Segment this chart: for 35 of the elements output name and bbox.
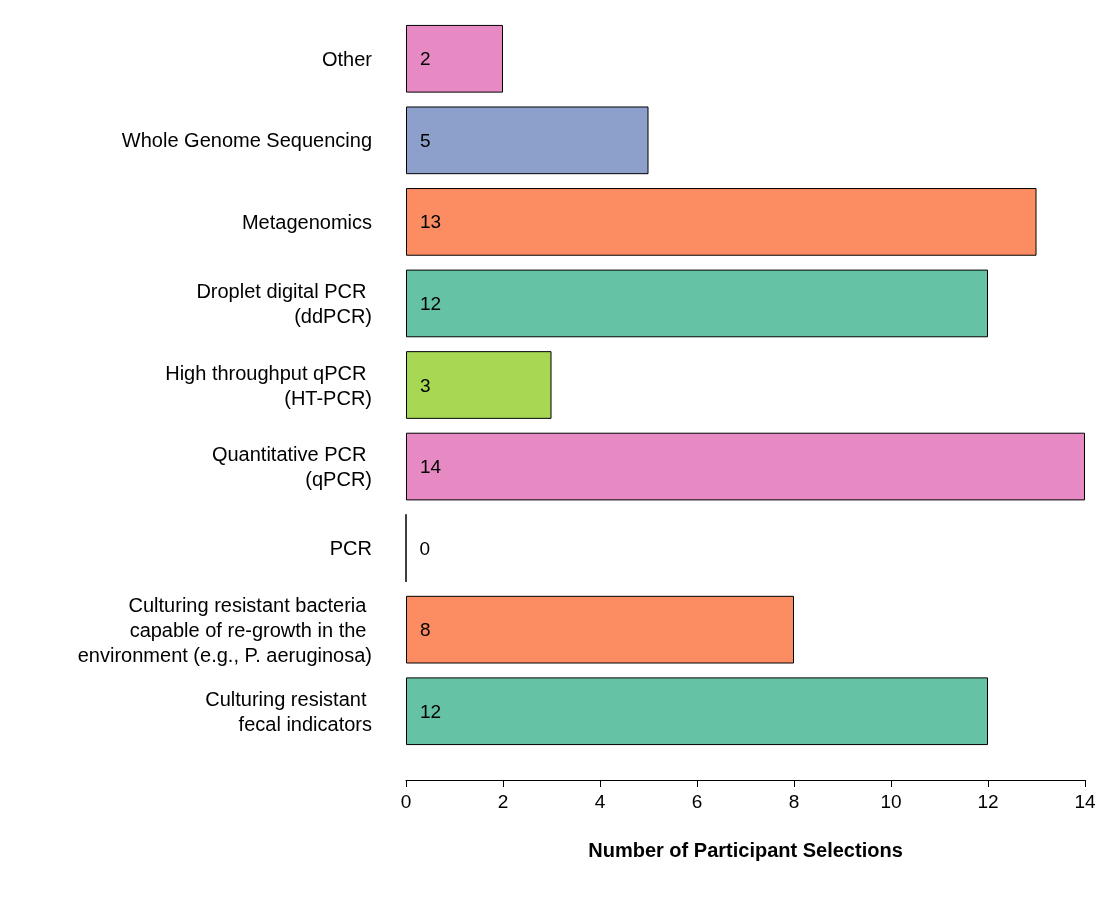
- data-label: 5: [420, 129, 431, 151]
- data-label: 8: [420, 619, 431, 641]
- data-label: 0: [419, 537, 431, 559]
- bar: [406, 351, 552, 419]
- data-label: 12: [420, 700, 442, 722]
- bar: [406, 106, 649, 175]
- y-tick-label: PCR: [329, 537, 372, 560]
- bar: [406, 24, 503, 93]
- y-tick-label: Whole Genome Sequencing: [121, 129, 372, 152]
- x-tick-label: 6: [691, 791, 703, 812]
- bar: [406, 269, 988, 338]
- y-tick-label: High throughput qPCR (HT-PCR): [165, 361, 372, 409]
- y-tick-label: Culturing resistant fecal indicators: [205, 687, 372, 735]
- x-axis-title: Number of Participant Selections: [588, 839, 903, 861]
- data-label: 3: [420, 374, 431, 396]
- data-label: 14: [420, 456, 442, 478]
- bar: [406, 432, 1085, 501]
- y-tick-label: Droplet digital PCR (ddPCR): [196, 279, 372, 327]
- data-label: 13: [420, 211, 442, 233]
- data-label: 12: [420, 292, 442, 314]
- y-tick-label: Metagenomics: [241, 210, 372, 233]
- x-tick-label: 2: [497, 791, 509, 812]
- x-tick-label: 12: [977, 791, 999, 812]
- x-tick-label: 0: [400, 791, 412, 812]
- x-tick-label: 10: [880, 791, 902, 812]
- x-tick-label: 14: [1074, 791, 1096, 812]
- bar: [406, 677, 988, 746]
- y-tick-label: Other: [321, 47, 373, 70]
- data-label: 2: [420, 48, 431, 70]
- bar: [406, 595, 794, 664]
- x-tick-label: 8: [788, 791, 800, 812]
- x-tick-label: 4: [594, 791, 606, 812]
- y-tick-label: Quantitative PCR (qPCR): [211, 443, 372, 491]
- bar: [406, 188, 1037, 256]
- y-tick-label: Culturing resistant bacteria capable of re-growth in the environment (e.g., P. aeruginosa): [77, 593, 372, 666]
